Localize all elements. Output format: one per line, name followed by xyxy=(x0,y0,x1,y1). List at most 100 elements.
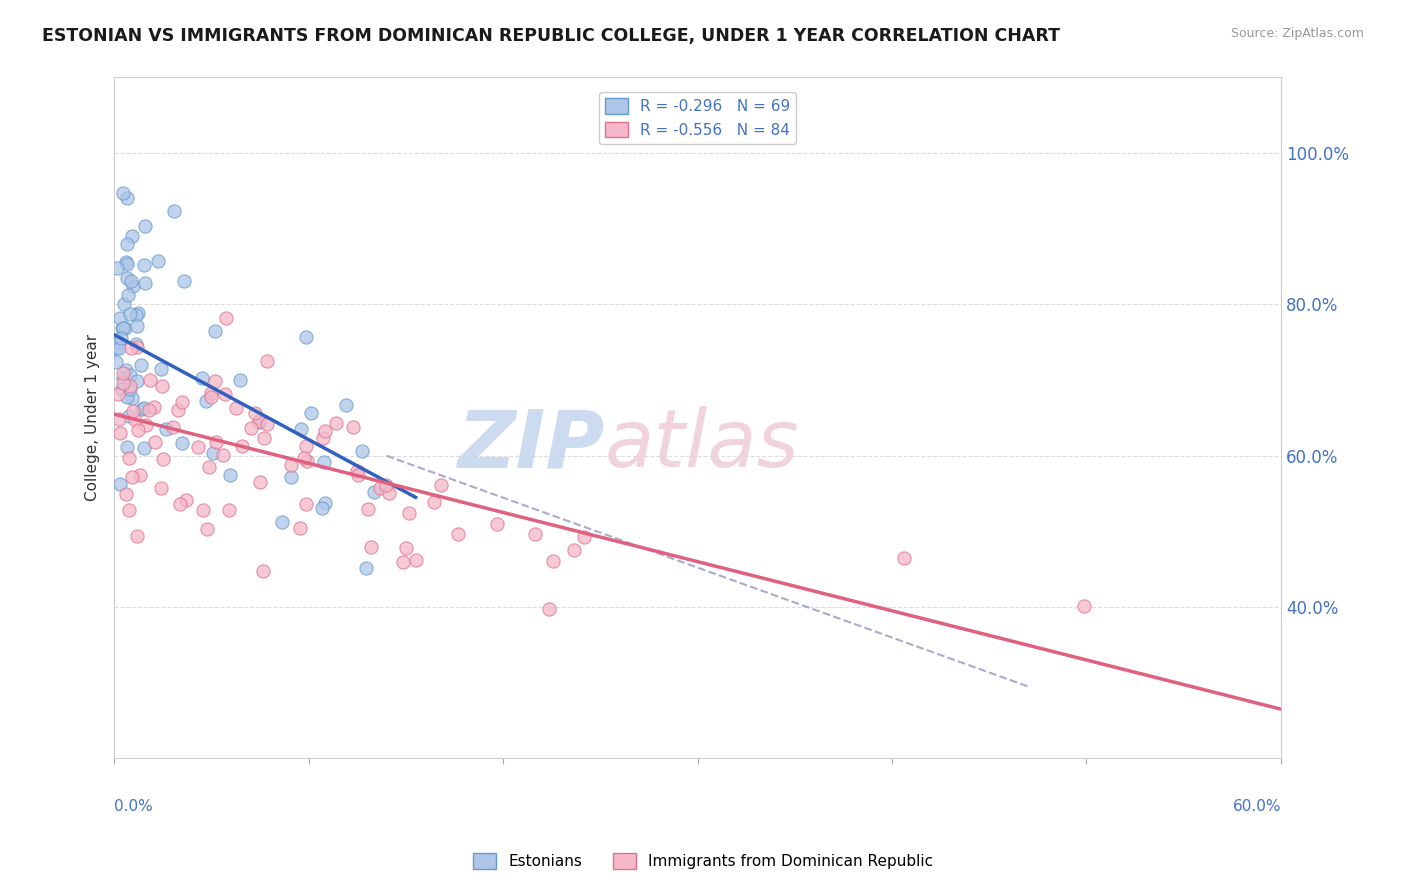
Point xyxy=(105,341,128,355)
Point xyxy=(124,413,146,427)
Point xyxy=(214,387,236,401)
Point xyxy=(112,186,135,201)
Point xyxy=(297,453,319,467)
Point xyxy=(120,368,142,383)
Point xyxy=(125,336,148,351)
Point xyxy=(111,366,134,380)
Point xyxy=(110,331,132,345)
Point xyxy=(350,443,373,458)
Point xyxy=(363,485,385,500)
Point xyxy=(252,432,274,446)
Point xyxy=(120,341,142,355)
Point xyxy=(127,423,149,437)
Point xyxy=(148,253,170,268)
Point xyxy=(243,406,266,420)
Point xyxy=(143,435,166,450)
Point xyxy=(108,425,131,440)
Point xyxy=(288,521,311,535)
Text: ESTONIAN VS IMMIGRANTS FROM DOMINICAN REPUBLIC COLLEGE, UNDER 1 YEAR CORRELATION: ESTONIAN VS IMMIGRANTS FROM DOMINICAN RE… xyxy=(42,27,1060,45)
Point xyxy=(538,602,561,616)
Point xyxy=(117,503,139,517)
Point xyxy=(202,445,225,459)
Point xyxy=(204,324,226,338)
Legend: Estonians, Immigrants from Dominican Republic: Estonians, Immigrants from Dominican Rep… xyxy=(467,847,939,875)
Point xyxy=(292,450,315,465)
Point xyxy=(134,401,156,415)
Point xyxy=(107,387,129,401)
Text: 0.0%: 0.0% xyxy=(114,799,153,814)
Point xyxy=(134,276,156,290)
Point xyxy=(893,551,915,566)
Point xyxy=(170,435,193,450)
Point xyxy=(115,257,138,271)
Point xyxy=(125,529,148,543)
Point xyxy=(132,441,155,455)
Point xyxy=(346,464,368,478)
Point xyxy=(110,477,132,491)
Point xyxy=(115,191,138,205)
Point xyxy=(120,274,142,288)
Point xyxy=(129,467,152,482)
Point xyxy=(112,370,135,384)
Point xyxy=(290,422,312,436)
Point xyxy=(204,435,226,450)
Point xyxy=(122,278,145,293)
Point xyxy=(117,287,139,301)
Point xyxy=(108,311,131,326)
Text: Source: ZipAtlas.com: Source: ZipAtlas.com xyxy=(1230,27,1364,40)
Point xyxy=(314,496,336,510)
Point xyxy=(115,487,138,501)
Point xyxy=(280,458,302,472)
Point xyxy=(354,561,377,575)
Point xyxy=(127,305,149,319)
Point xyxy=(294,439,316,453)
Point xyxy=(368,481,391,495)
Point xyxy=(111,376,134,390)
Point xyxy=(117,271,139,285)
Point xyxy=(163,204,186,219)
Point xyxy=(150,362,173,376)
Point xyxy=(118,451,141,466)
Point xyxy=(108,334,131,349)
Point xyxy=(311,501,333,516)
Point xyxy=(204,374,226,388)
Y-axis label: College, Under 1 year: College, Under 1 year xyxy=(86,334,100,501)
Point xyxy=(312,431,335,445)
Point xyxy=(1073,599,1095,613)
Point xyxy=(111,382,134,396)
Point xyxy=(225,401,247,415)
Point xyxy=(107,341,129,355)
Point xyxy=(312,455,335,469)
Point xyxy=(121,229,143,244)
Point xyxy=(115,236,138,251)
Point xyxy=(114,321,136,335)
Point xyxy=(240,421,263,435)
Point xyxy=(430,478,453,492)
Point xyxy=(150,378,173,392)
Point xyxy=(170,395,193,409)
Point xyxy=(111,320,134,334)
Point xyxy=(125,340,148,354)
Point xyxy=(121,470,143,484)
Point xyxy=(256,417,278,431)
Point xyxy=(342,420,364,434)
Point xyxy=(446,527,468,541)
Point xyxy=(120,306,142,320)
Point xyxy=(218,503,240,517)
Point xyxy=(152,451,174,466)
Point xyxy=(142,400,165,414)
Point xyxy=(374,477,396,491)
Point xyxy=(105,355,128,369)
Point xyxy=(115,363,138,377)
Point xyxy=(122,404,145,418)
Point xyxy=(125,374,148,388)
Point xyxy=(129,358,152,372)
Point xyxy=(131,402,153,417)
Point xyxy=(193,503,215,517)
Point xyxy=(398,506,420,520)
Point xyxy=(111,321,134,335)
Text: 60.0%: 60.0% xyxy=(1233,799,1281,814)
Text: ZIP: ZIP xyxy=(457,406,605,484)
Point xyxy=(335,398,357,412)
Point xyxy=(138,403,160,417)
